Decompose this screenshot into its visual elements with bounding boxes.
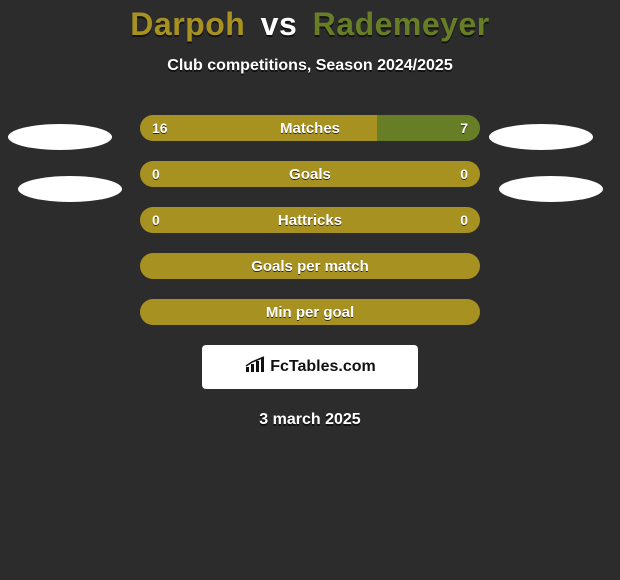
stat-row: 167Matches	[140, 115, 480, 141]
stat-bar-track	[140, 299, 480, 325]
stat-bar-track	[140, 253, 480, 279]
source-badge: FcTables.com	[202, 345, 418, 389]
player-marker-ellipse	[489, 124, 593, 150]
stat-row: 00Goals	[140, 161, 480, 187]
chart-icon	[244, 356, 266, 379]
stat-row: Goals per match	[140, 253, 480, 279]
stat-row: Min per goal	[140, 299, 480, 325]
player-marker-ellipse	[499, 176, 603, 202]
stat-bar-right	[377, 115, 480, 141]
stat-bar-track	[140, 161, 480, 187]
subtitle: Club competitions, Season 2024/2025	[0, 57, 620, 75]
player-marker-ellipse	[8, 124, 112, 150]
stat-bar-track	[140, 115, 480, 141]
stat-bar-left	[140, 207, 480, 233]
stat-bar-left	[140, 115, 377, 141]
stat-bar-left	[140, 161, 480, 187]
vs-label: vs	[261, 6, 298, 42]
stat-bar-left	[140, 253, 480, 279]
date-label: 3 march 2025	[0, 411, 620, 429]
stat-bar-left	[140, 299, 480, 325]
page-title: Darpoh vs Rademeyer	[0, 6, 620, 43]
source-badge-text: FcTables.com	[270, 358, 376, 376]
player-marker-ellipse	[18, 176, 122, 202]
stat-row: 00Hattricks	[140, 207, 480, 233]
stat-bar-track	[140, 207, 480, 233]
comparison-card: Darpoh vs Rademeyer Club competitions, S…	[0, 0, 620, 580]
player1-name: Darpoh	[130, 6, 245, 42]
player2-name: Rademeyer	[313, 6, 490, 42]
